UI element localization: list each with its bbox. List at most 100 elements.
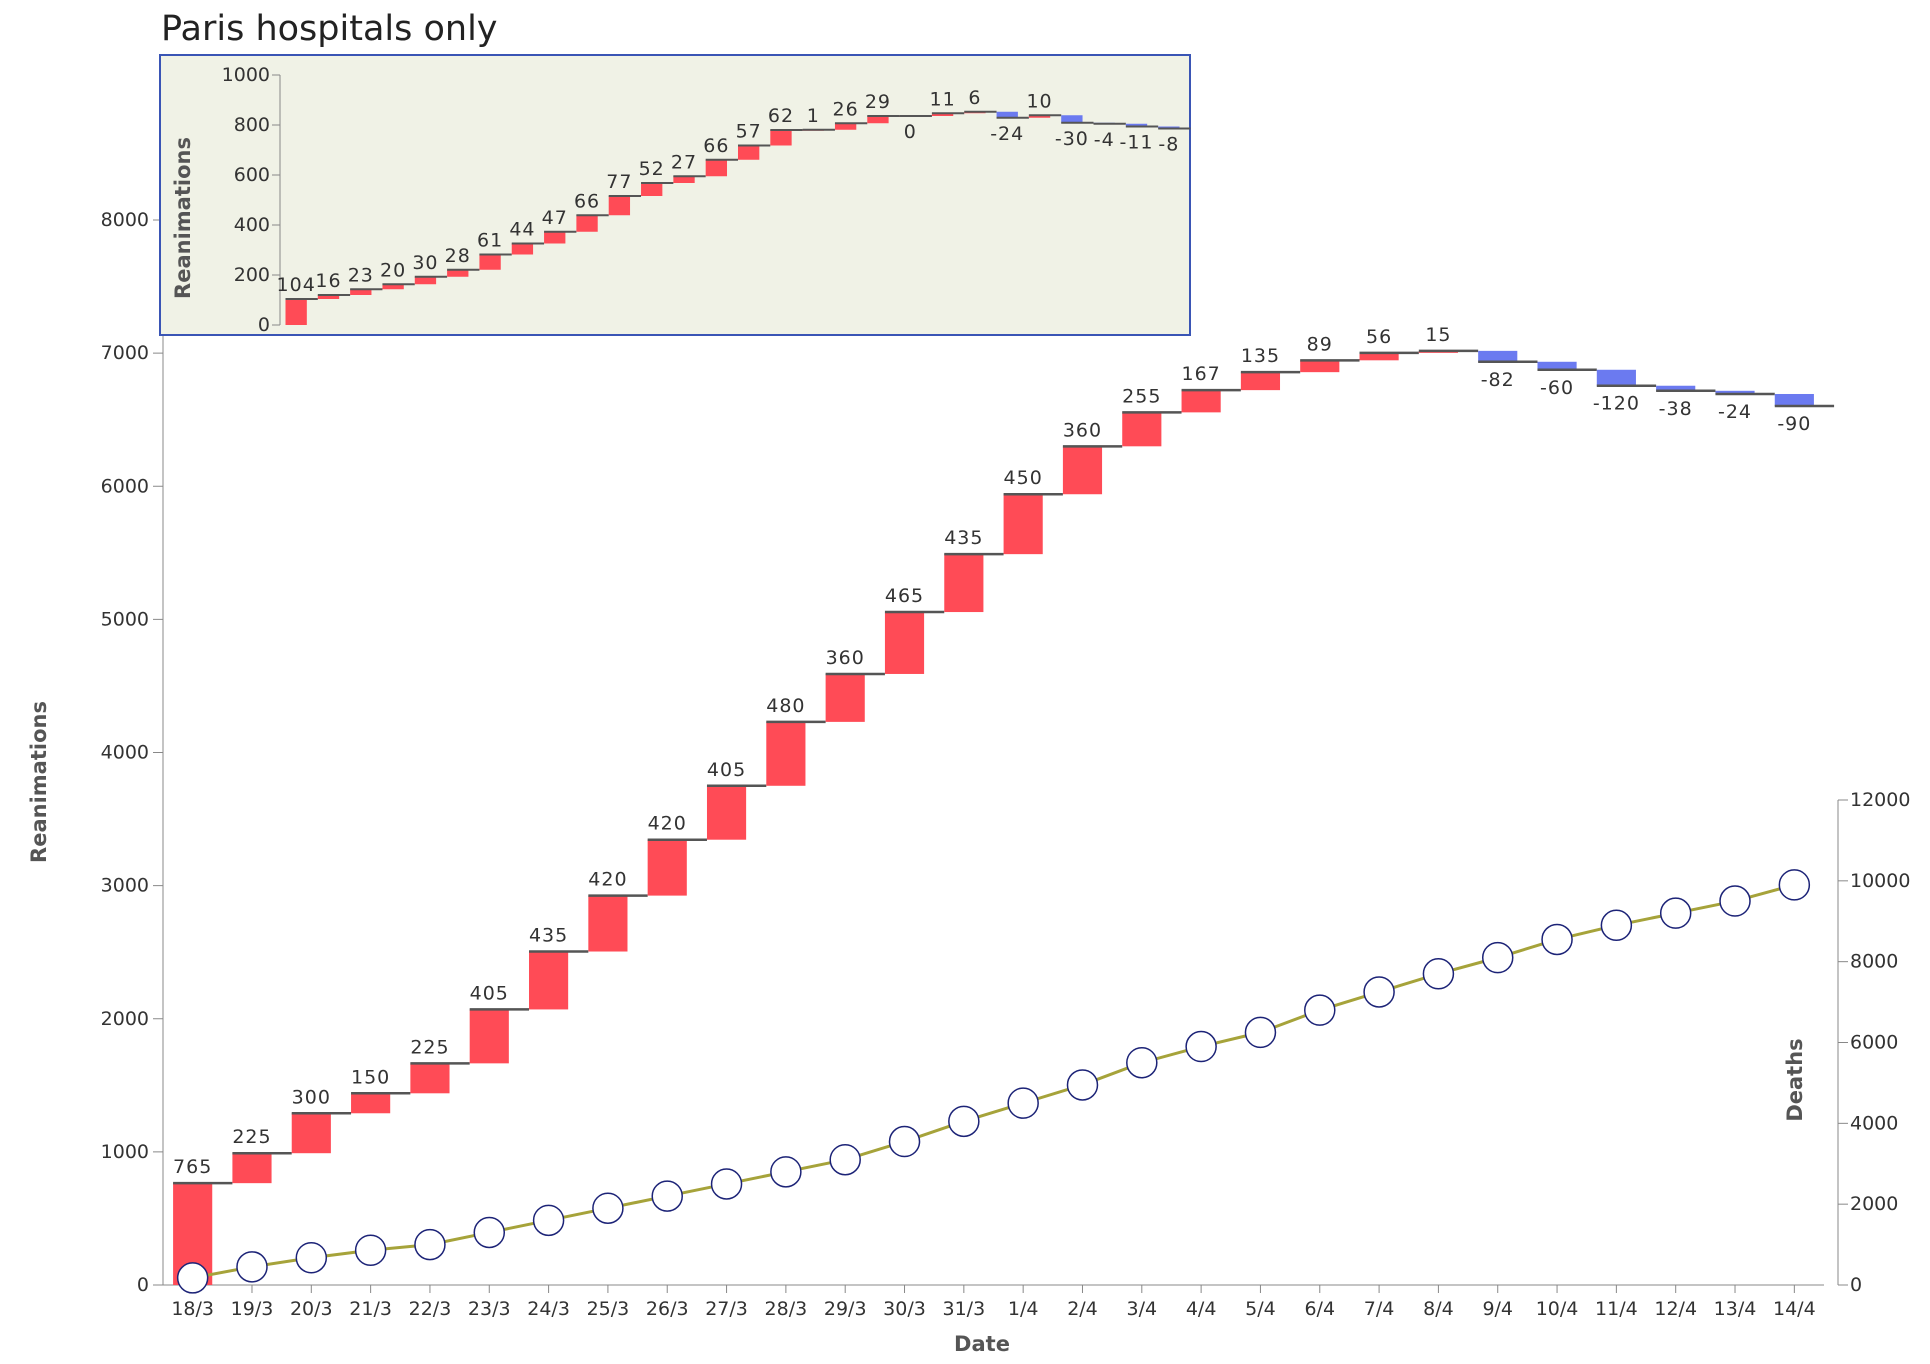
waterfall-bar — [291, 1113, 331, 1154]
inset-y-tick-label: 1000 — [222, 64, 270, 86]
waterfall-bar — [529, 951, 569, 1010]
inset-waterfall-bar — [285, 299, 307, 325]
y-tick-label: 6000 — [101, 475, 149, 497]
y-tick-label: 2000 — [101, 1008, 149, 1030]
x-tick-label: 2/4 — [1067, 1298, 1098, 1320]
x-tick-label: 25/3 — [587, 1298, 630, 1320]
x-tick-label: 6/4 — [1304, 1298, 1335, 1320]
bar-value-label: 15 — [1425, 324, 1451, 346]
bar-value-label: 56 — [1366, 326, 1392, 348]
waterfall-bar — [766, 721, 806, 786]
waterfall-bar — [588, 895, 628, 952]
x-tick-label: 27/3 — [705, 1298, 748, 1320]
bar-value-label: 255 — [1122, 385, 1161, 407]
inset-waterfall-bar — [770, 130, 792, 146]
inset-waterfall-bar — [641, 183, 663, 196]
inset-bar-value-label: 61 — [477, 230, 503, 252]
inset-bar-value-label: 52 — [639, 158, 665, 180]
bar-value-label: 450 — [1004, 467, 1043, 489]
bar-value-label: 89 — [1307, 333, 1333, 355]
inset-bar-value-label: 66 — [574, 190, 600, 212]
bar-value-label: -82 — [1481, 369, 1515, 391]
waterfall-bar — [1122, 412, 1162, 447]
bar-value-label: 435 — [529, 925, 568, 947]
y2-tick-label: 12000 — [1850, 789, 1910, 811]
inset-waterfall-bar — [834, 123, 857, 130]
inset-bar-value-label: 30 — [412, 252, 438, 274]
deaths-marker — [1363, 976, 1395, 1008]
bar-value-label: 360 — [826, 647, 865, 669]
bar-value-label: 135 — [1241, 345, 1280, 367]
inset-bar-value-label: 104 — [277, 274, 316, 296]
deaths-series-group — [176, 869, 1811, 1294]
inset-waterfall-bar — [996, 111, 1018, 118]
deaths-marker — [1066, 1069, 1099, 1101]
inset-waterfall-bar — [1061, 115, 1083, 123]
bar-value-label: -90 — [1777, 413, 1811, 435]
bar-value-label: 435 — [944, 527, 983, 549]
waterfall-bar — [1181, 390, 1221, 413]
waterfall-bars-group: 765 225 300 150 225 405 435 420 420 405 480 360 465 4… — [173, 324, 1835, 1285]
inset-bar-value-label: 62 — [768, 105, 794, 127]
inset-bar-value-label: 66 — [703, 135, 729, 157]
x-tick-label: 9/4 — [1482, 1298, 1513, 1320]
waterfall-bar — [1596, 369, 1636, 386]
inset-bar-value-label: 10 — [1026, 90, 1052, 112]
waterfall-bar — [469, 1009, 509, 1064]
x-tick-label: 23/3 — [468, 1298, 511, 1320]
inset-bar-value-label: 27 — [671, 151, 697, 173]
bar-value-label: 765 — [173, 1156, 212, 1178]
inset-waterfall-bar — [479, 254, 501, 270]
inset-bar-value-label: 23 — [348, 264, 374, 286]
x-tick-label: 20/3 — [290, 1298, 333, 1320]
deaths-marker — [1541, 923, 1573, 956]
inset-bar-value-label: 0 — [904, 121, 917, 143]
inset-waterfall-bar — [447, 269, 469, 277]
y-tick-label: 1000 — [101, 1141, 149, 1163]
deaths-marker — [592, 1192, 624, 1224]
inset-bar-value-label: -4 — [1094, 129, 1115, 151]
inset-bar-value-label: 26 — [833, 98, 859, 120]
y2-axis-title: Deaths — [1783, 1038, 1807, 1121]
deaths-marker — [1244, 1016, 1277, 1049]
waterfall-bar — [944, 554, 984, 613]
y-tick-label: 4000 — [101, 742, 149, 764]
y-tick-label: 5000 — [101, 608, 149, 630]
inset-waterfall-bar — [382, 284, 404, 290]
inset-bar-value-label: -8 — [1158, 134, 1179, 156]
inset-waterfall-bar — [511, 243, 534, 255]
inset-bar-value-label: 11 — [929, 88, 955, 110]
bar-value-label: 360 — [1063, 419, 1102, 441]
y-tick-label: 7000 — [101, 342, 149, 364]
inset-waterfall-bar — [705, 159, 728, 177]
waterfall-bar — [232, 1153, 272, 1184]
x-tick-label: 13/4 — [1714, 1298, 1757, 1320]
waterfall-bar — [1359, 352, 1399, 361]
inset-waterfall-bar — [576, 215, 598, 232]
x-tick-label: 14/4 — [1773, 1298, 1816, 1320]
bar-value-label: 300 — [292, 1086, 331, 1108]
y2-tick-label: 8000 — [1850, 951, 1898, 973]
deaths-line — [192, 883, 1795, 1280]
inset-waterfall-bar — [414, 276, 437, 285]
inset-y-axis-title: Reanimations — [171, 137, 195, 299]
y-tick-label: 8000 — [101, 209, 149, 231]
bar-value-label: -38 — [1659, 398, 1693, 420]
y2-tick-label: 10000 — [1850, 870, 1910, 892]
x-tick-label: 26/3 — [646, 1298, 689, 1320]
x-axis-title: Date — [954, 1332, 1010, 1356]
waterfall-bar — [1240, 372, 1281, 391]
bar-value-label: 420 — [648, 813, 687, 835]
deaths-marker — [1600, 909, 1633, 942]
deaths-marker — [1007, 1087, 1039, 1119]
deaths-marker — [236, 1251, 268, 1283]
bar-value-label: 420 — [588, 869, 627, 891]
deaths-marker — [532, 1204, 565, 1237]
y2-tick-label: 2000 — [1850, 1193, 1898, 1215]
bar-value-label: 465 — [885, 585, 924, 607]
x-tick-label: 29/3 — [824, 1298, 867, 1320]
waterfall-bar — [1062, 446, 1103, 495]
inset-bar-value-label: -24 — [990, 123, 1024, 145]
inset-bar-value-label: 77 — [606, 171, 632, 193]
y-axis-title: Reanimations — [27, 701, 51, 863]
